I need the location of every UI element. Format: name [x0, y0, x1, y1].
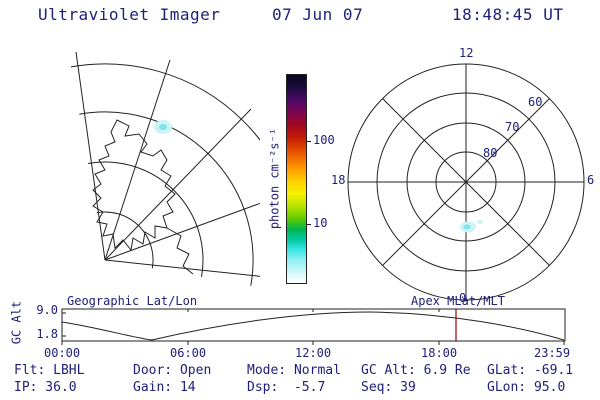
colorbar-tick-10 — [306, 224, 311, 225]
colorbar-axis-label: photon cm⁻²s⁻¹ — [267, 128, 282, 230]
timeline-chart — [61, 308, 566, 345]
status-door: Door: Open — [133, 363, 212, 378]
coastline — [92, 119, 194, 275]
mlt-spokes — [348, 64, 584, 300]
status-ip: IP: 36.0 — [14, 380, 77, 395]
auroral-emission-spot-geo — [154, 120, 172, 134]
mlt-label-12: 12 — [459, 46, 474, 60]
app-title: Ultraviolet Imager — [38, 5, 221, 24]
timeline-ylabel: GC Alt — [9, 300, 24, 345]
mlt-label-6: 6 — [587, 173, 595, 187]
status-mode: Mode: Normal — [247, 363, 341, 378]
mlat-label-60: 60 — [528, 95, 543, 109]
auroral-emission-spot-polar — [460, 220, 483, 233]
mlt-label-0: 0 — [459, 291, 467, 305]
timeline-xtick-1800: 18:00 — [421, 346, 458, 360]
status-flt: Flt: LBHL — [14, 363, 85, 378]
colorbar — [286, 74, 307, 284]
date-label: 07 Jun 07 — [272, 5, 364, 24]
timeline-axis-ticks — [61, 309, 565, 345]
mlat-label-80: 80 — [483, 146, 498, 160]
colorbar-tick-100 — [306, 141, 311, 142]
status-gain: Gain: 14 — [133, 380, 196, 395]
geographic-map — [70, 51, 260, 286]
timeline-ytick-top: 9.0 — [36, 303, 58, 317]
colorbar-tick-label-10: 10 — [313, 216, 328, 230]
timeline-xtick-2359: 23:59 — [534, 346, 571, 360]
polar-panel-caption: Apex MLat/MLT — [411, 294, 505, 308]
timeline-xtick-0000: 00:00 — [44, 346, 81, 360]
timeline-ytick-bottom: 1.8 — [36, 327, 58, 341]
mlat-label-70: 70 — [505, 120, 520, 134]
status-glat: GLat: -69.1 — [487, 363, 574, 378]
polar-plot — [347, 63, 585, 301]
status-gc-alt: GC Alt: 6.9 Re — [361, 363, 471, 378]
colorbar-tick-label-100: 100 — [313, 133, 335, 147]
timeline-xtick-0600: 06:00 — [170, 346, 207, 360]
mlt-label-18: 18 — [331, 173, 346, 187]
gc-alt-curve — [61, 311, 565, 341]
status-dsp: Dsp: -5.7 — [247, 380, 326, 395]
status-seq: Seq: 39 — [361, 380, 416, 395]
timeline-xtick-1200: 12:00 — [295, 346, 332, 360]
lat-lon-grid — [70, 51, 260, 286]
time-label: 18:48:45 UT — [452, 5, 564, 24]
status-glon: GLon: 95.0 — [487, 380, 566, 395]
geo-panel-caption: Geographic Lat/Lon — [67, 294, 198, 308]
